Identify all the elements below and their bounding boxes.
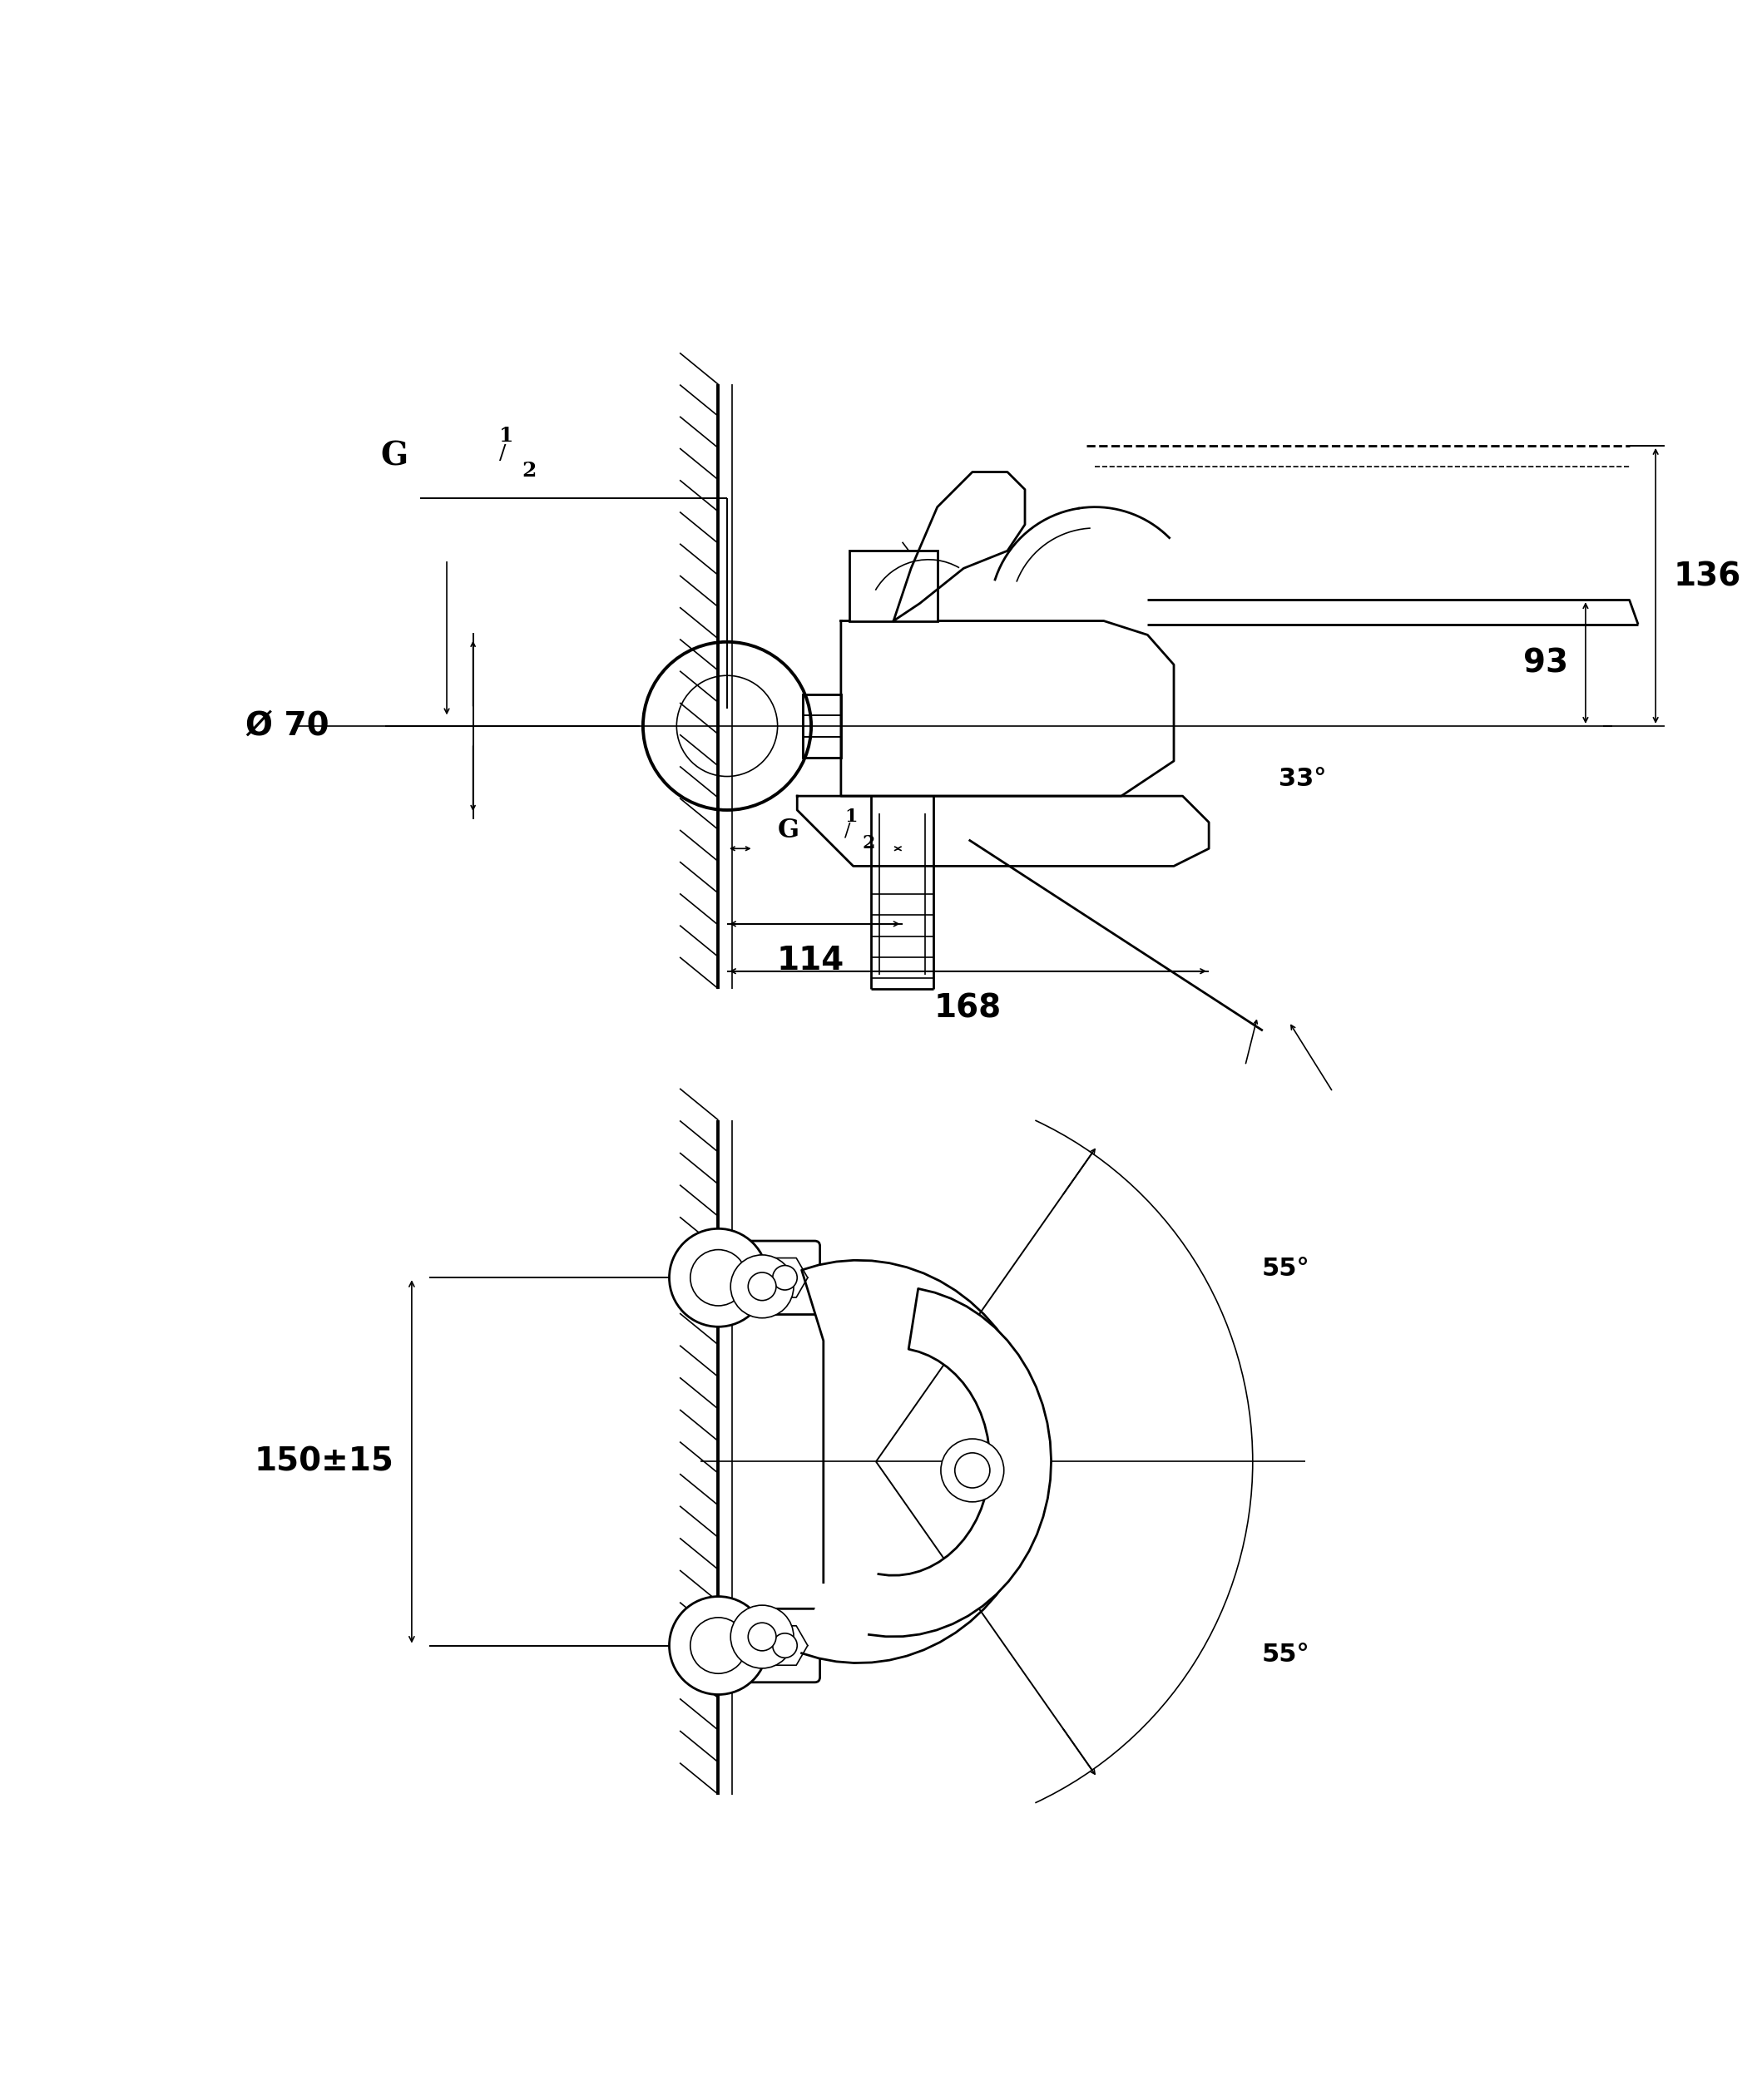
Text: 1: 1 — [844, 808, 857, 825]
Text: 2: 2 — [522, 460, 536, 481]
Text: /: / — [844, 821, 851, 840]
Text: 136: 136 — [1673, 561, 1741, 592]
Polygon shape — [797, 796, 1209, 865]
FancyBboxPatch shape — [722, 1609, 820, 1682]
Polygon shape — [841, 622, 1174, 796]
Polygon shape — [894, 472, 1025, 622]
Bar — [802, 716, 841, 737]
Text: 55°: 55° — [1261, 1258, 1309, 1281]
Text: 114: 114 — [776, 945, 844, 976]
Circle shape — [690, 1617, 746, 1674]
Text: Ø 70: Ø 70 — [245, 710, 329, 741]
Bar — [802, 695, 841, 758]
Text: 1: 1 — [499, 426, 513, 445]
Circle shape — [748, 1273, 776, 1300]
Circle shape — [773, 1634, 797, 1657]
Text: 33°: 33° — [1279, 766, 1326, 790]
Polygon shape — [762, 1258, 808, 1298]
Circle shape — [731, 1256, 794, 1319]
Circle shape — [690, 1250, 746, 1306]
Text: 93: 93 — [1522, 647, 1568, 678]
Text: 168: 168 — [934, 991, 1002, 1025]
FancyBboxPatch shape — [722, 1241, 820, 1315]
Circle shape — [669, 1596, 767, 1695]
Circle shape — [955, 1453, 990, 1489]
Circle shape — [941, 1439, 1004, 1502]
Polygon shape — [762, 1625, 808, 1665]
Text: G: G — [380, 441, 408, 472]
Circle shape — [773, 1266, 797, 1289]
Circle shape — [731, 1604, 794, 1667]
Circle shape — [669, 1228, 767, 1327]
Bar — [802, 695, 841, 716]
Text: 2: 2 — [862, 834, 874, 853]
Text: G: G — [778, 817, 799, 844]
Polygon shape — [869, 1289, 1051, 1636]
Bar — [850, 550, 937, 622]
Polygon shape — [802, 1260, 1042, 1663]
Text: /: / — [499, 443, 506, 464]
Bar — [802, 737, 841, 758]
Circle shape — [748, 1623, 776, 1651]
Text: 150±15: 150±15 — [254, 1445, 394, 1478]
Text: 55°: 55° — [1261, 1642, 1309, 1665]
